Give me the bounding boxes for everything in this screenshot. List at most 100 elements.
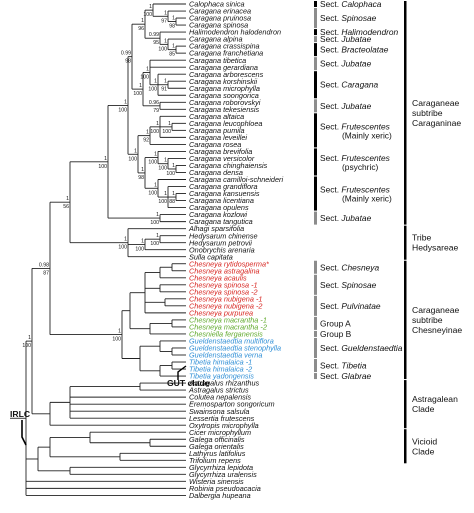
section-label: Sect. Jubatae: [320, 101, 372, 111]
section-bar: [314, 148, 317, 176]
taxon-label: Chesneya purpurea: [189, 308, 253, 317]
support-posterior: 0.96: [149, 100, 159, 106]
group-label: Clade: [412, 404, 435, 414]
support-bootstrap: 100: [140, 74, 149, 80]
support-bootstrap: 91: [161, 87, 167, 93]
section-label: Sect. Gueldenstaedtia: [320, 343, 403, 353]
taxon-label: Chesneya macrantha -1: [189, 316, 267, 325]
taxon-label: Chesniella ferganensis: [189, 330, 263, 339]
taxon-label: Galega orientalis: [189, 442, 244, 451]
taxon-label: Hedysarum petrovii: [189, 238, 252, 247]
taxon-label: Chesneya macrantha -2: [189, 323, 267, 332]
section-bar: [314, 337, 317, 358]
section-label: Sect. Bracteolatae: [320, 45, 389, 55]
taxon-label: Hedysarum chinense: [189, 231, 258, 240]
taxon-label: Astragalus strictus: [188, 386, 249, 395]
support-bootstrap: 100: [162, 129, 171, 135]
taxon-label: Robinia pseudoacacia: [189, 484, 261, 493]
group-bar: [404, 225, 407, 260]
taxon-label: Caragana licentiana: [189, 196, 254, 205]
taxon-label: Tibetia himalaica -1: [189, 358, 252, 367]
support-bootstrap: 100: [158, 46, 167, 52]
taxon-label: Caragana gerardiana: [189, 63, 258, 72]
support-bootstrap: 85: [169, 52, 175, 58]
gut-clade-arrow: [177, 365, 187, 380]
taxon-label: Caragana brevifolia: [189, 147, 252, 156]
group-label: Chesneyinae: [412, 325, 462, 335]
taxon-label: Caragana spinosa: [189, 21, 248, 30]
section-bar: [314, 71, 317, 99]
support-posterior: 1: [164, 191, 167, 197]
support-bootstrap: 100: [118, 245, 127, 251]
taxon-label: Halimodendron halodendron: [189, 28, 281, 37]
support-posterior: 1: [146, 66, 149, 72]
taxon-label: Caragana pruinosa: [189, 14, 251, 23]
taxon-label: Glycyrrhiza uralensis: [189, 470, 257, 479]
group-bar: [404, 380, 407, 429]
section-label: Sect. Frutescentes: [320, 185, 391, 195]
group-label: subtribe: [412, 108, 443, 118]
taxon-label: Dalbergia hupeana: [189, 491, 251, 500]
section-label: Sect. Caragana: [320, 80, 379, 90]
section-bar: [314, 176, 317, 211]
support-posterior: 1: [134, 148, 137, 154]
group-label: subtribe: [412, 315, 443, 325]
clade-markers: GUT clade IRLC: [10, 365, 210, 446]
group-label: Astragalean: [412, 394, 458, 404]
taxon-label: Astragalus rhizanthus: [188, 379, 260, 388]
taxon-label: Caragana altaica: [189, 112, 244, 121]
support-posterior: 1: [168, 121, 171, 127]
support-bootstrap: 100: [150, 220, 159, 226]
support-posterior: 1: [172, 16, 175, 22]
support-bootstrap: 100: [148, 190, 157, 196]
section-bar: [314, 295, 317, 316]
section-label: Sect. Tibetia: [320, 361, 367, 371]
section-label: Sect. Jubatae: [320, 213, 372, 223]
section-bar: [314, 57, 317, 71]
support-posterior: 1: [154, 79, 157, 85]
support-posterior: 1: [149, 4, 152, 10]
support-bootstrap: 100: [128, 156, 137, 162]
taxon-label: Lessertia frutescens: [189, 414, 255, 423]
support-bootstrap: 100: [148, 87, 157, 93]
section-label: Sect. Frutescentes: [320, 153, 391, 163]
section-bar: [314, 29, 317, 36]
support-bootstrap: 88: [169, 199, 175, 205]
taxon-label: Caragana versicolor: [189, 154, 255, 163]
support-posterior: 0.99: [149, 32, 159, 38]
section-bar: [314, 1, 317, 7]
taxon-label: Caragana korshinskii: [189, 77, 258, 86]
taxon-label: Gueldenstaedtia multiflora: [189, 337, 274, 346]
support-bootstrap: 79: [153, 108, 159, 114]
section-annotations: Sect. Calophaca Sect. Spinosae Sect. Halim…: [314, 0, 403, 381]
support-posterior: 1: [141, 18, 144, 24]
support-posterior: 1: [28, 335, 31, 341]
support-bootstrap: 96: [138, 26, 144, 32]
support-bootstrap: 97: [161, 18, 167, 24]
section-label: Sect. Pulvinatae: [320, 301, 381, 311]
support-posterior: 1: [164, 158, 167, 164]
taxon-label: Glycyrrhiza lepidota: [189, 463, 253, 472]
section-label: Sect. Calophaca: [320, 0, 382, 9]
taxon-label: Caragana erinacea: [189, 7, 251, 16]
section-bar: [314, 113, 317, 148]
section-label: Sect. Jubatae: [320, 34, 372, 44]
section-bar: [314, 373, 317, 380]
support-bootstrap: 100: [143, 12, 152, 18]
taxon-label: Caragana tibetica: [189, 56, 246, 65]
taxon-label: Caragana camilloi-schneideri: [189, 175, 283, 184]
section-label: Sect. Chesneya: [320, 262, 379, 272]
taxon-label: Wisteria sinensis: [189, 477, 244, 486]
taxon-label: Caragana kozlowi: [189, 210, 247, 219]
support-posterior: 1: [156, 121, 159, 127]
support-posterior: 0.99: [121, 51, 131, 57]
section-sublabel: (Mainly xeric): [342, 130, 392, 140]
taxon-label: Chesneya spinosa -2: [189, 287, 258, 296]
section-label: Sect. Frutescentes: [320, 121, 391, 131]
group-label: Vicioid: [412, 436, 437, 446]
taxon-label: Caragana leucophloea: [189, 119, 262, 128]
section-bar: [314, 211, 317, 225]
taxon-label: Chesneya rytidosperma*: [189, 259, 270, 268]
support-bootstrap: 100: [133, 91, 142, 97]
support-posterior: 1: [104, 156, 107, 162]
